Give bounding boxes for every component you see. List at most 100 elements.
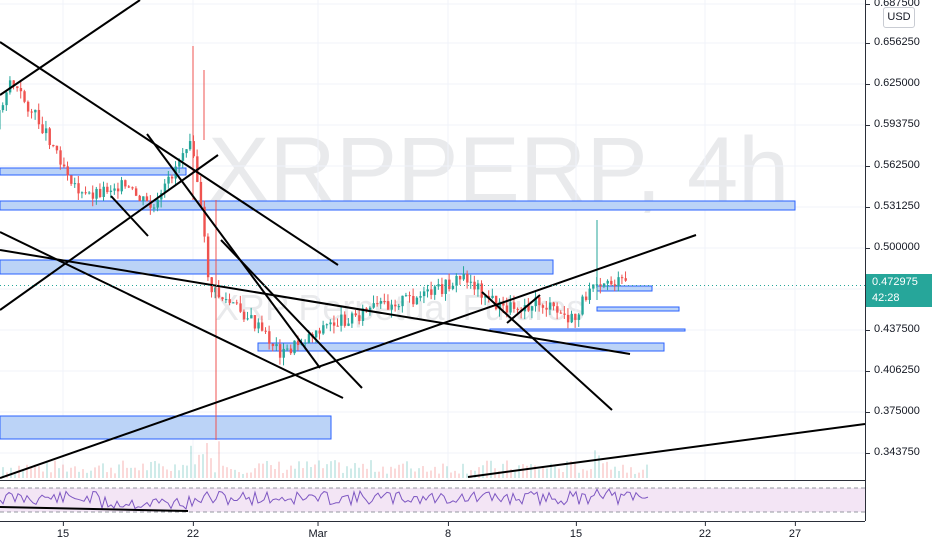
trend-line bbox=[467, 423, 865, 478]
candle-body bbox=[44, 128, 48, 134]
candle-body bbox=[412, 296, 415, 305]
candle-body bbox=[1, 105, 5, 111]
trend-line bbox=[0, 0, 141, 96]
volume-bar bbox=[386, 473, 388, 478]
volume-bar bbox=[262, 463, 264, 478]
volume-bar bbox=[154, 461, 156, 478]
bar-countdown: 42:28 bbox=[872, 292, 900, 304]
volume-bar bbox=[98, 465, 100, 478]
candle-body bbox=[379, 301, 383, 304]
horizontal-zone bbox=[0, 415, 332, 440]
candle-body bbox=[372, 303, 375, 308]
chart-pane[interactable]: XRPPERP, 4h XRP Perpetual Futures bbox=[0, 0, 865, 480]
price-tick: 0.500000 bbox=[866, 241, 920, 253]
volume-bar bbox=[26, 464, 28, 478]
candle-body bbox=[52, 145, 55, 147]
price-axis[interactable]: 0.687500 0.656250 0.625000 0.593750 0.562500… bbox=[865, 0, 932, 521]
volume-bar bbox=[606, 461, 608, 478]
candle-body bbox=[386, 301, 390, 310]
price-tick: 0.406250 bbox=[866, 364, 920, 376]
rsi-pane[interactable] bbox=[0, 481, 865, 521]
volume-bar bbox=[610, 469, 612, 478]
candle-body bbox=[106, 186, 109, 193]
candle-body bbox=[37, 109, 41, 125]
candle-body bbox=[610, 280, 613, 285]
volume-bar bbox=[466, 473, 468, 478]
candle-body bbox=[559, 312, 563, 314]
volume-bar bbox=[130, 467, 132, 478]
candle-body bbox=[232, 302, 235, 304]
candle-body bbox=[214, 287, 217, 293]
candle-body bbox=[167, 176, 170, 184]
candle-body bbox=[509, 302, 512, 313]
candle-body bbox=[278, 344, 282, 358]
volume-bar bbox=[266, 460, 268, 478]
volume-bar bbox=[226, 467, 228, 478]
volume-bar bbox=[490, 460, 492, 478]
candle-body bbox=[188, 141, 192, 150]
volume-bar bbox=[538, 469, 540, 478]
candle-body bbox=[620, 277, 624, 279]
volume-bar bbox=[258, 463, 260, 478]
volume-bar bbox=[86, 472, 88, 478]
candle-body bbox=[538, 297, 541, 306]
candle-body bbox=[70, 175, 73, 184]
candle-body bbox=[26, 101, 30, 112]
candle-body bbox=[257, 322, 260, 329]
candle-body bbox=[343, 314, 347, 326]
currency-button[interactable]: USD bbox=[883, 7, 915, 28]
volume-bar bbox=[218, 441, 220, 478]
candle-body bbox=[462, 273, 465, 280]
candle-body bbox=[80, 192, 84, 194]
candle-body bbox=[268, 331, 271, 344]
volume-bar bbox=[166, 469, 168, 478]
candle-body bbox=[332, 322, 336, 326]
volume-bar bbox=[42, 471, 44, 478]
candle-body bbox=[239, 303, 242, 312]
candle-body bbox=[408, 295, 411, 297]
candle-body bbox=[95, 188, 98, 199]
volume-bar bbox=[286, 469, 288, 478]
candle-body bbox=[336, 325, 339, 327]
candle-body bbox=[458, 276, 462, 280]
volume-bar bbox=[634, 473, 636, 478]
time-tick: 22 bbox=[698, 522, 712, 540]
candle-body bbox=[102, 186, 105, 197]
volume-bar bbox=[382, 466, 384, 478]
candle-body bbox=[494, 295, 498, 310]
horizontal-zone bbox=[0, 200, 796, 211]
time-tick: 15 bbox=[56, 522, 70, 540]
volume-bar bbox=[350, 468, 352, 478]
candle-body bbox=[98, 188, 102, 197]
candle-body bbox=[354, 313, 357, 316]
volume-bar bbox=[314, 464, 316, 478]
candle-body bbox=[401, 295, 404, 307]
price-chart[interactable] bbox=[0, 0, 865, 480]
volume-bar bbox=[34, 464, 36, 478]
candle-body bbox=[606, 280, 609, 284]
volume-bar bbox=[242, 473, 244, 478]
volume-bar bbox=[222, 465, 224, 478]
volume-bar bbox=[398, 464, 400, 478]
time-axis[interactable]: 15 22 Mar 8 15 22 27 bbox=[0, 521, 865, 551]
time-tick: 15 bbox=[569, 522, 583, 540]
time-tick: 8 bbox=[444, 522, 452, 540]
candle-body bbox=[390, 304, 393, 310]
candle-body bbox=[203, 206, 206, 237]
pane-divider[interactable] bbox=[0, 480, 865, 481]
candle-body bbox=[534, 297, 537, 307]
candle-body bbox=[451, 285, 455, 289]
candle-body bbox=[404, 295, 408, 297]
candle-body bbox=[530, 306, 534, 311]
candle-body bbox=[394, 304, 397, 307]
candle-body bbox=[23, 91, 26, 102]
candle-body bbox=[469, 281, 473, 283]
volume-bar bbox=[638, 472, 640, 478]
trend-line bbox=[506, 294, 541, 324]
volume-bar bbox=[570, 461, 572, 478]
volume-bar bbox=[518, 465, 520, 478]
candle-body bbox=[91, 192, 95, 199]
candle-body bbox=[512, 302, 516, 309]
candle-body bbox=[156, 199, 159, 208]
trend-line bbox=[0, 234, 697, 479]
